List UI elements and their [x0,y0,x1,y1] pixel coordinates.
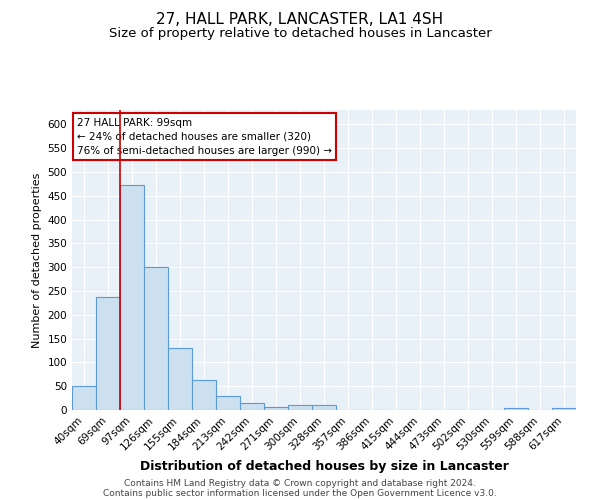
Bar [312,405,336,410]
Text: 27 HALL PARK: 99sqm
← 24% of detached houses are smaller (320)
76% of semi-detac: 27 HALL PARK: 99sqm ← 24% of detached ho… [77,118,332,156]
Text: 27, HALL PARK, LANCASTER, LA1 4SH: 27, HALL PARK, LANCASTER, LA1 4SH [157,12,443,28]
Bar [216,396,240,410]
Bar [264,406,288,410]
Bar [120,185,144,410]
Bar [168,348,192,410]
Bar [144,267,168,410]
Text: Contains HM Land Registry data © Crown copyright and database right 2024.: Contains HM Land Registry data © Crown c… [124,478,476,488]
Bar [552,408,576,410]
X-axis label: Distribution of detached houses by size in Lancaster: Distribution of detached houses by size … [140,460,508,473]
Bar [288,405,312,410]
Bar [72,386,96,410]
Bar [96,296,120,410]
Y-axis label: Number of detached properties: Number of detached properties [32,172,42,348]
Bar [504,408,528,410]
Text: Size of property relative to detached houses in Lancaster: Size of property relative to detached ho… [109,28,491,40]
Bar [240,403,264,410]
Bar [192,380,216,410]
Text: Contains public sector information licensed under the Open Government Licence v3: Contains public sector information licen… [103,488,497,498]
